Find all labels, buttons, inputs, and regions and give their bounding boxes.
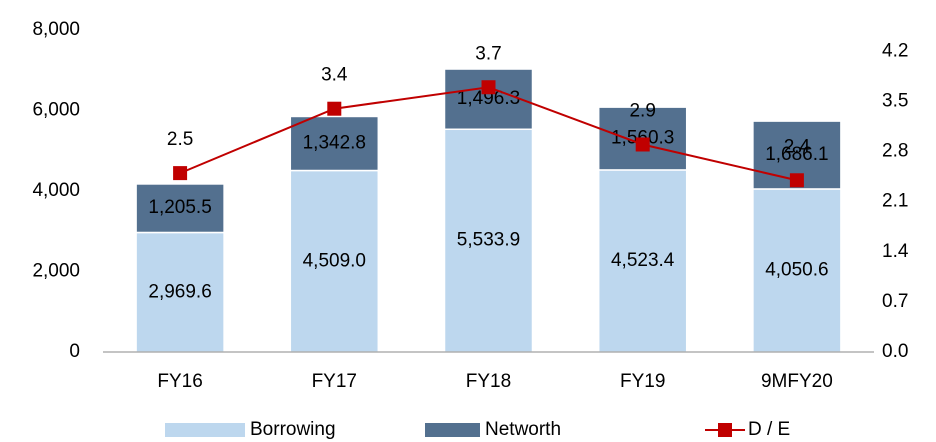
data-label: 2.5 — [167, 129, 193, 150]
data-label: 5,533.9 — [457, 230, 520, 251]
y-tick-label: 8,000 — [32, 19, 80, 40]
y2-tick-label: 4.2 — [882, 40, 908, 61]
marker — [173, 166, 188, 181]
bar-segment — [135, 183, 225, 234]
x-tick-label: FY19 — [620, 371, 665, 392]
marker — [327, 101, 342, 116]
bar-segment — [135, 231, 225, 353]
data-label: 4,509.0 — [303, 250, 366, 271]
bar-segment — [443, 128, 534, 353]
data-label: 4,050.6 — [765, 259, 828, 280]
legend-swatch — [425, 423, 480, 437]
data-label: 2.9 — [629, 101, 655, 122]
data-label: 4,523.4 — [611, 250, 675, 271]
legend-label: Borrowing — [250, 419, 336, 440]
legend-label: D / E — [748, 419, 790, 440]
data-label: 1,686.1 — [765, 144, 828, 165]
y2-tick-label: 2.8 — [882, 141, 908, 162]
legend-label: Networth — [485, 419, 561, 440]
data-label: 3.4 — [321, 65, 348, 86]
legend-swatch — [165, 423, 245, 437]
legend-marker — [718, 423, 732, 437]
y2-tick-label: 0.0 — [882, 341, 908, 362]
data-label: 1,342.8 — [303, 133, 366, 154]
bar-segment — [289, 115, 380, 172]
marker — [789, 173, 804, 188]
data-label: 2,969.6 — [148, 281, 211, 302]
y-tick-label: 2,000 — [32, 261, 80, 282]
x-tick-label: FY18 — [466, 371, 511, 392]
data-label: 2.4 — [784, 136, 811, 157]
bar-segment — [752, 188, 842, 353]
x-tick-label: FY17 — [312, 371, 357, 392]
data-label: 1,205.5 — [148, 197, 211, 218]
marker — [635, 137, 650, 152]
bar-segment — [597, 169, 688, 353]
y-tick-label: 4,000 — [32, 180, 80, 201]
y2-tick-label: 2.1 — [882, 191, 908, 212]
marker — [481, 80, 496, 95]
y2-tick-label: 0.7 — [882, 291, 908, 312]
y-tick-label: 6,000 — [32, 100, 80, 121]
y2-tick-label: 1.4 — [882, 241, 909, 262]
x-tick-label: FY16 — [157, 371, 202, 392]
y2-tick-label: 3.5 — [882, 91, 908, 112]
data-label: 3.7 — [475, 43, 501, 64]
x-tick-label: 9MFY20 — [761, 371, 833, 392]
y-tick-label: 0 — [69, 341, 80, 362]
